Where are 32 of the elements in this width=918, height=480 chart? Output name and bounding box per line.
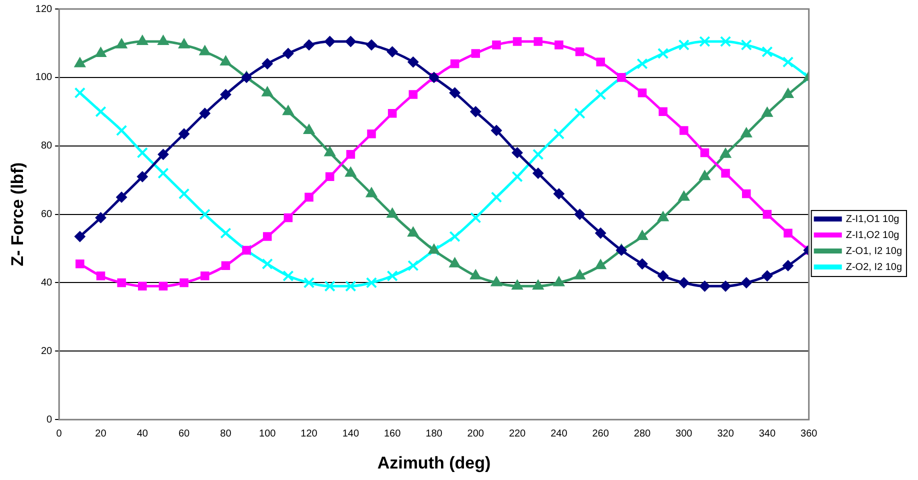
legend-label: Z-O1, I2 10g — [846, 246, 902, 257]
x-tick-label: 320 — [717, 428, 734, 440]
x-tick-label: 0 — [56, 428, 62, 440]
x-tick-label: 120 — [300, 428, 318, 440]
x-tick-label: 140 — [342, 428, 360, 440]
y-tick-label: 80 — [40, 140, 53, 152]
x-tick-label: 260 — [592, 428, 610, 440]
legend-label: Z-I1,O2 10g — [846, 230, 900, 241]
y-tick-label: 20 — [40, 346, 53, 357]
y-tick-label: 60 — [40, 209, 53, 220]
x-axis-title: Azimuth (deg) — [377, 453, 491, 472]
x-tick-label: 100 — [259, 428, 276, 440]
x-tick-label: 40 — [136, 428, 148, 440]
legend-label: Z-I1,O1 10g — [846, 214, 900, 225]
y-tick-label: 120 — [35, 4, 53, 15]
x-tick-label: 240 — [550, 428, 568, 440]
x-tick-label: 180 — [426, 428, 443, 440]
x-tick-label: 280 — [634, 428, 652, 440]
x-tick-label: 80 — [220, 428, 232, 440]
legend-label: Z-O2, I2 10g — [846, 262, 902, 273]
y-tick-label: 100 — [35, 72, 53, 84]
x-tick-label: 340 — [758, 428, 776, 440]
x-tick-label: 20 — [95, 428, 107, 440]
y-tick-label: 0 — [46, 414, 53, 426]
x-tick-label: 300 — [676, 428, 693, 440]
x-tick-label: 220 — [508, 428, 526, 440]
x-tick-label: 60 — [178, 428, 190, 440]
x-tick-label: 360 — [800, 428, 818, 440]
y-tick-label: 40 — [40, 277, 53, 288]
x-tick-label: 160 — [384, 428, 402, 440]
y-axis-title: Z- Force (lbf) — [8, 162, 27, 266]
x-tick-label: 200 — [467, 428, 484, 440]
